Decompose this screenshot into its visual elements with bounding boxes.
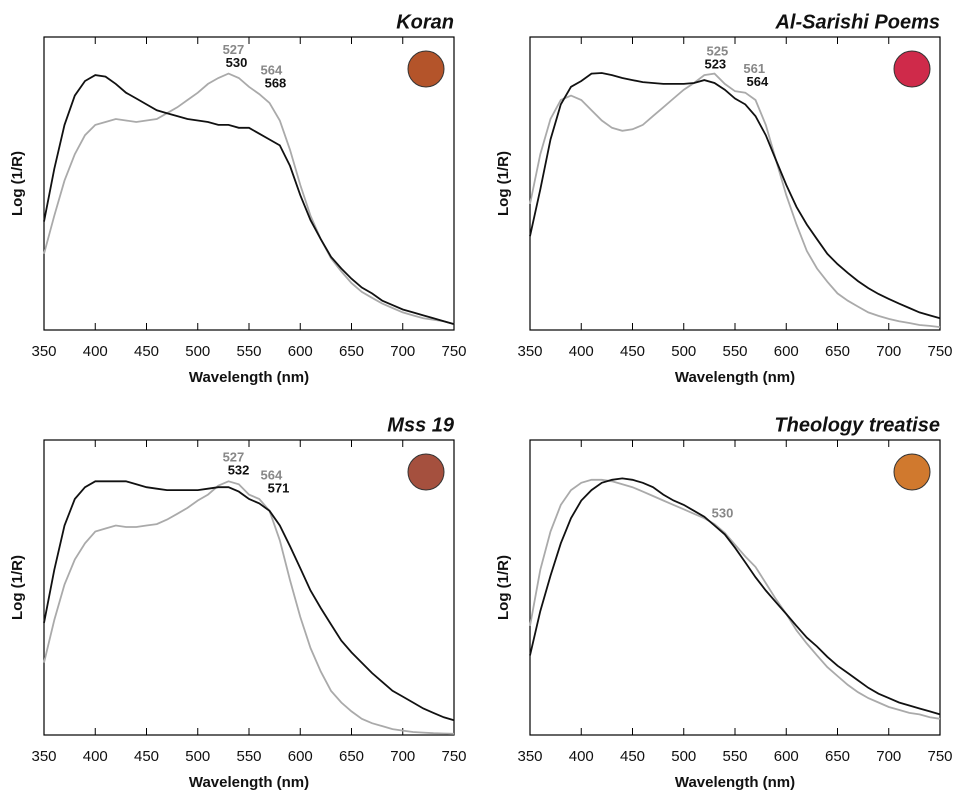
sample-swatch [407,50,445,88]
x-tick-label: 550 [236,748,261,765]
peak-label: 564 [260,467,282,482]
spectrum-line [43,480,455,722]
y-axis-label: Log (1/R) [9,555,26,620]
x-tick-label: 750 [441,748,466,765]
spectrum-line [529,478,941,720]
x-tick-label: 400 [83,748,108,765]
peak-label: 532 [228,463,250,478]
plot-frame [43,439,455,736]
sample-swatch [893,453,931,491]
peak-label: 530 [712,506,734,521]
x-tick-label: 350 [517,748,542,765]
x-tick-label: 650 [339,343,364,360]
spectrum-line [43,480,455,735]
x-tick-label: 550 [236,343,261,360]
x-tick-label: 700 [390,748,415,765]
panel-title: Al-Sarishi Poems [774,11,940,33]
spectrum-line [43,72,455,325]
panel: Mss 19 Wavelength (nm) Log (1/R) 350 400 450 5… [9,414,467,790]
x-tick-label: 450 [134,343,159,360]
panel: Al-Sarishi Poems Wavelength (nm) Log (1/R)… [495,11,953,386]
x-tick-label: 350 [31,343,56,360]
peak-label: 564 [746,74,768,89]
sample-swatch [407,453,445,491]
spectrum-line [529,72,941,320]
x-tick-label: 650 [825,343,850,360]
spectrum-line [529,477,941,716]
x-tick-label: 500 [185,748,210,765]
x-tick-label: 600 [774,343,799,360]
x-axis-label: Wavelength (nm) [675,369,795,386]
panel-title: Theology treatise [774,414,940,436]
peak-label: 561 [743,61,765,76]
sample-swatch [893,50,931,88]
x-tick-label: 550 [722,343,747,360]
y-axis-label: Log (1/R) [495,151,512,216]
x-tick-label: 750 [927,748,952,765]
x-tick-label: 350 [31,748,56,765]
x-tick-label: 700 [876,748,901,765]
y-axis-label: Log (1/R) [9,151,26,216]
spectrum-line [529,72,941,328]
peak-label: 568 [265,76,287,91]
x-tick-label: 500 [671,748,696,765]
x-tick-label: 400 [569,748,594,765]
x-tick-label: 600 [288,748,313,765]
spectrum-line [43,74,455,325]
peak-label: 564 [260,63,282,78]
peak-label: 527 [223,42,245,57]
x-tick-label: 400 [83,343,108,360]
x-tick-label: 450 [620,748,645,765]
x-tick-label: 700 [390,343,415,360]
x-axis-label: Wavelength (nm) [675,774,795,790]
plot-frame [43,36,455,331]
panel: Theology treatise Wavelength (nm) Log (1/R… [495,414,953,790]
panel-title: Koran [396,11,454,33]
x-tick-label: 600 [288,343,313,360]
x-tick-label: 600 [774,748,799,765]
x-tick-label: 650 [825,748,850,765]
x-tick-label: 350 [517,343,542,360]
plot-frame [529,36,941,331]
peak-label: 525 [707,44,729,59]
peak-label: 523 [704,57,726,72]
x-tick-label: 500 [185,343,210,360]
x-tick-label: 400 [569,343,594,360]
peak-label: 527 [223,450,245,465]
x-axis-label: Wavelength (nm) [189,369,309,386]
peak-label: 571 [268,480,290,495]
panel: Koran Wavelength (nm) Log (1/R) 350 400 450 50… [9,11,467,386]
y-axis-label: Log (1/R) [495,555,512,620]
x-tick-label: 750 [441,343,466,360]
x-tick-label: 650 [339,748,364,765]
panel-title: Mss 19 [387,414,455,436]
x-tick-label: 450 [134,748,159,765]
peak-label: 530 [226,55,248,70]
x-tick-label: 550 [722,748,747,765]
x-tick-label: 700 [876,343,901,360]
x-tick-label: 750 [927,343,952,360]
x-tick-label: 500 [671,343,696,360]
x-tick-label: 450 [620,343,645,360]
plot-frame [529,439,941,736]
x-axis-label: Wavelength (nm) [189,774,309,790]
